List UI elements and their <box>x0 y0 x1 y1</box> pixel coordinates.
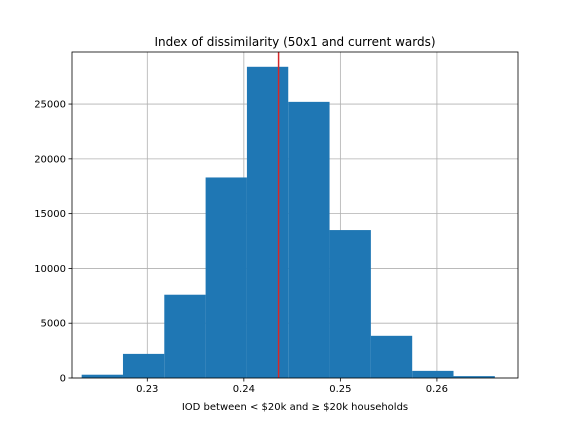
chart-title: Index of dissimilarity (50x1 and current… <box>154 35 435 49</box>
histogram-bar <box>81 374 123 378</box>
x-tick-label: 0.25 <box>329 384 351 395</box>
histogram-bar <box>205 177 247 378</box>
x-tick-label: 0.26 <box>426 384 448 395</box>
histogram-bar <box>288 101 330 378</box>
histogram-bar <box>412 370 454 378</box>
x-tick-label: 0.24 <box>233 384 255 395</box>
histogram-bar <box>122 353 165 378</box>
y-tick-label: 15000 <box>34 209 66 220</box>
x-axis-ticks: 0.23 0.24 0.25 0.26 <box>136 378 448 395</box>
x-axis-label: IOD between < $20k and ≥ $20k households <box>182 402 408 413</box>
histogram-bar <box>329 230 371 378</box>
y-tick-label: 5000 <box>41 319 66 330</box>
y-tick-label: 10000 <box>34 264 66 275</box>
histogram-bar <box>164 294 206 378</box>
axes-frame <box>71 51 519 379</box>
histogram-bar <box>453 376 495 378</box>
y-tick-label: 0 <box>60 374 66 385</box>
y-tick-label: 25000 <box>34 100 66 111</box>
histogram-bar <box>370 335 413 378</box>
x-tick-label: 0.23 <box>136 384 158 395</box>
y-tick-label: 20000 <box>34 154 66 165</box>
histogram-bars <box>81 66 495 378</box>
histogram-bar <box>246 66 289 378</box>
y-axis-ticks: 0 5000 10000 15000 20000 25000 <box>34 100 72 385</box>
axes-spines <box>71 51 519 379</box>
